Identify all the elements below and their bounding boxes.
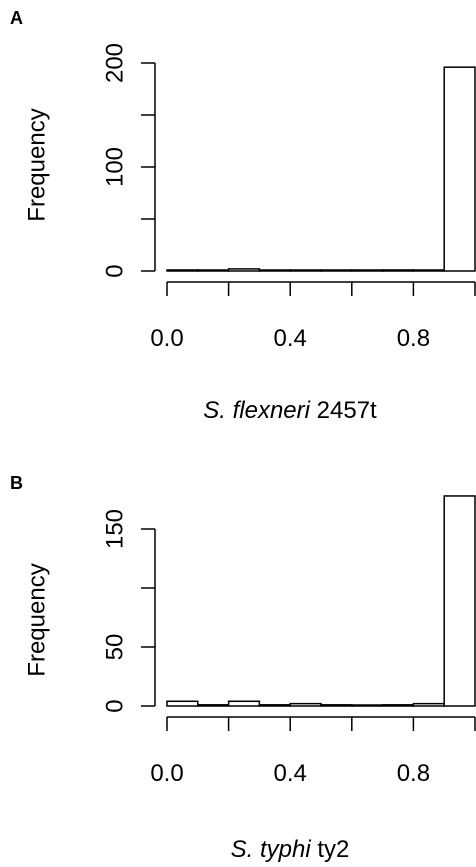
histogram-bar: [197, 269, 230, 272]
x-tick-label: 0.0: [150, 760, 183, 787]
species-name: S. flexneri: [203, 397, 310, 424]
species-name: S. typhi: [231, 836, 312, 863]
histogram-bar: [412, 702, 445, 707]
x-tick-label: 0.4: [274, 325, 307, 352]
y-tick-label: 0: [102, 264, 129, 277]
y-axis-title: Frequency: [24, 563, 51, 676]
histogram-bar: [166, 269, 199, 272]
x-axis-title: S. flexneri 2457t: [203, 397, 377, 424]
histogram-bar: [227, 268, 261, 272]
strain-name: 2457t: [310, 397, 377, 424]
histogram-bar: [381, 704, 415, 707]
x-tick-label: 0.8: [397, 325, 430, 352]
y-tick-label: 50: [102, 634, 129, 661]
strain-name: ty2: [311, 836, 350, 863]
histogram-bar: [443, 66, 476, 272]
x-tick-label: 0.0: [150, 325, 183, 352]
histogram-bar: [227, 700, 261, 707]
panel-label: A: [10, 8, 23, 28]
histogram-bar: [443, 495, 476, 707]
histogram-bar: [289, 269, 322, 272]
histogram-bar: [320, 269, 353, 272]
histogram-bar: [289, 702, 322, 707]
panel-a: A 0 100 200 0.0 0.4 0.8 Frequency S. flexneri 24…: [10, 8, 476, 424]
histogram-bar: [258, 704, 291, 707]
panel-label: B: [10, 473, 23, 493]
histogram-bar: [320, 704, 353, 707]
x-tick-label: 0.4: [274, 760, 307, 787]
x-tick-label: 0.8: [397, 760, 430, 787]
histogram-bar: [381, 269, 415, 272]
histogram-bar: [166, 700, 199, 707]
x-axis-title: S. typhi ty2: [231, 836, 350, 863]
panel-b: B 0 50 150 0.0 0.4 0.8 Frequency S. typhi ty2: [10, 473, 476, 863]
histogram-bar: [258, 269, 291, 272]
y-tick-label: 150: [102, 509, 129, 549]
histogram-bar: [351, 704, 384, 707]
y-tick-label: 0: [102, 699, 129, 712]
y-axis-title: Frequency: [24, 108, 51, 221]
histogram-bar: [197, 704, 230, 707]
histogram-bar: [351, 269, 384, 272]
y-tick-label: 100: [102, 147, 129, 187]
histogram-bar: [412, 269, 445, 272]
y-tick-label: 200: [102, 43, 129, 83]
